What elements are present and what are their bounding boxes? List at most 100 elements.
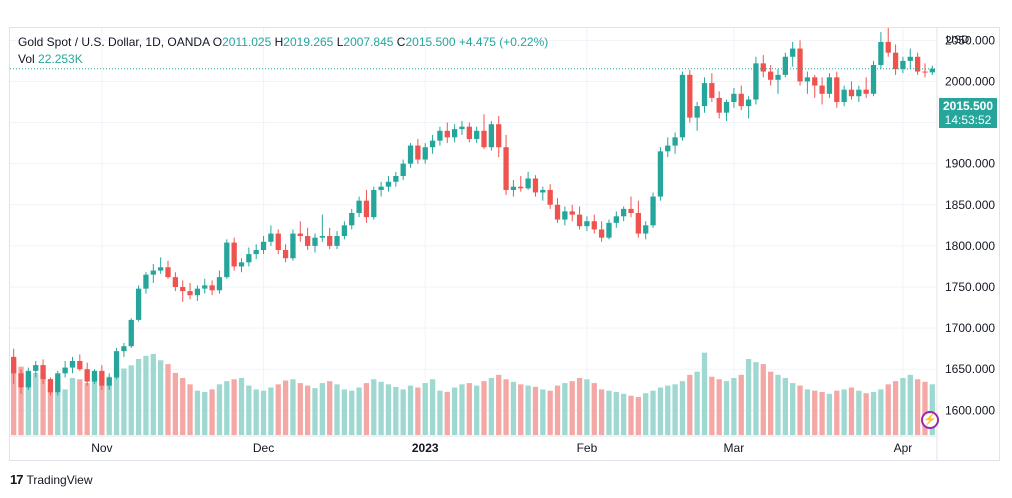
candle-body <box>863 89 869 94</box>
y-tick-label: 1700.000 <box>945 321 995 335</box>
candle-body <box>275 233 281 250</box>
currency-label[interactable]: USD <box>946 34 970 46</box>
candle-body <box>349 213 355 226</box>
volume-bar <box>591 383 597 435</box>
vol-label[interactable]: Vol <box>18 52 35 66</box>
candle <box>584 216 590 232</box>
candle-body <box>643 225 649 234</box>
grid-lines <box>10 28 936 435</box>
candle <box>709 73 715 102</box>
candle <box>547 184 553 209</box>
price-axis[interactable]: 1600.000 1650.000 1700.000 1750.000 1800.000… <box>945 33 995 417</box>
candle-body <box>209 285 215 291</box>
candle <box>643 221 649 240</box>
volume-legend: Vol 22.253K <box>18 52 83 66</box>
candle <box>562 206 568 226</box>
volume-bar <box>246 385 252 435</box>
candle-body <box>312 237 318 246</box>
candle-body <box>804 77 811 82</box>
candle <box>62 361 68 378</box>
candle-body <box>231 242 237 267</box>
volume-bar <box>84 383 90 435</box>
candle <box>863 77 869 98</box>
candle-body <box>907 56 913 61</box>
candle-body <box>121 346 127 352</box>
candle-body <box>621 208 627 217</box>
lightning-icon[interactable]: ⚡ <box>921 411 939 429</box>
footer[interactable]: 17 TradingView <box>10 472 93 487</box>
volume-bar <box>209 389 215 435</box>
change-value: +4.475 (+0.22%) <box>458 35 549 49</box>
candle-body <box>260 241 267 250</box>
candle <box>165 260 171 279</box>
volume-bar <box>804 389 811 435</box>
candle-body <box>819 85 825 94</box>
volume-bar <box>488 378 495 435</box>
candle <box>18 369 24 394</box>
candle <box>128 318 134 348</box>
volume-bar <box>900 378 906 435</box>
candle <box>209 280 215 296</box>
volume-bar <box>929 384 935 435</box>
candle <box>150 263 156 283</box>
candle <box>790 41 796 67</box>
volume-bar <box>459 384 465 435</box>
candle <box>540 186 546 201</box>
volume-bar <box>518 384 524 435</box>
candle <box>650 192 656 228</box>
volume-bar <box>165 364 171 435</box>
candle-body <box>378 186 384 190</box>
candle <box>878 32 884 70</box>
volume-bar <box>753 362 759 435</box>
candle <box>437 126 443 146</box>
candle <box>55 370 61 396</box>
candle <box>444 122 450 144</box>
candle <box>238 258 245 273</box>
candle-body <box>496 124 502 148</box>
high-label: H <box>274 35 284 49</box>
candle <box>892 44 899 75</box>
volume-bar <box>782 378 788 435</box>
volume-bar <box>863 393 869 435</box>
candle <box>33 361 39 378</box>
symbol-title[interactable]: Gold Spot / U.S. Dollar, 1D, OANDA <box>18 35 210 49</box>
volume-bar <box>643 393 649 435</box>
candle-body <box>135 288 142 320</box>
volume-bar <box>635 397 642 435</box>
candle-body <box>91 370 98 382</box>
candle-body <box>437 130 443 141</box>
candle <box>106 373 112 390</box>
last-price-tag: 2015.500 14:53:52 <box>939 98 997 128</box>
candle-body <box>158 267 164 271</box>
ohlc-legend: Gold Spot / U.S. Dollar, 1D, OANDA O2011… <box>18 35 548 49</box>
candle-body <box>143 274 149 289</box>
candle-body <box>69 361 76 368</box>
x-tick-label: Mar <box>724 441 745 455</box>
volume-bar <box>745 359 752 435</box>
candle-body <box>856 89 862 97</box>
volume-bar <box>282 380 289 435</box>
candle-body <box>613 216 619 223</box>
candle-body <box>767 71 774 80</box>
volume-bar <box>349 390 355 435</box>
candle <box>91 369 98 385</box>
candle-body <box>459 126 465 130</box>
candle-body <box>782 56 788 75</box>
candle-body <box>371 189 377 218</box>
vol-value: 22.253K <box>38 52 83 66</box>
candle <box>77 354 83 371</box>
candle-body <box>775 74 781 80</box>
last-price-value: 2015.500 <box>942 99 994 113</box>
candle-body <box>99 370 105 386</box>
candle <box>554 198 561 223</box>
time-axis[interactable]: NovDec2023FebMarAprMay <box>91 441 1012 455</box>
candle-body <box>540 189 546 193</box>
volume-bar <box>334 384 340 435</box>
volume-bar <box>914 379 921 435</box>
candle-body <box>11 356 17 374</box>
candle <box>290 229 296 261</box>
candle <box>834 71 840 108</box>
volume-bar <box>297 383 303 435</box>
candle <box>914 52 921 75</box>
